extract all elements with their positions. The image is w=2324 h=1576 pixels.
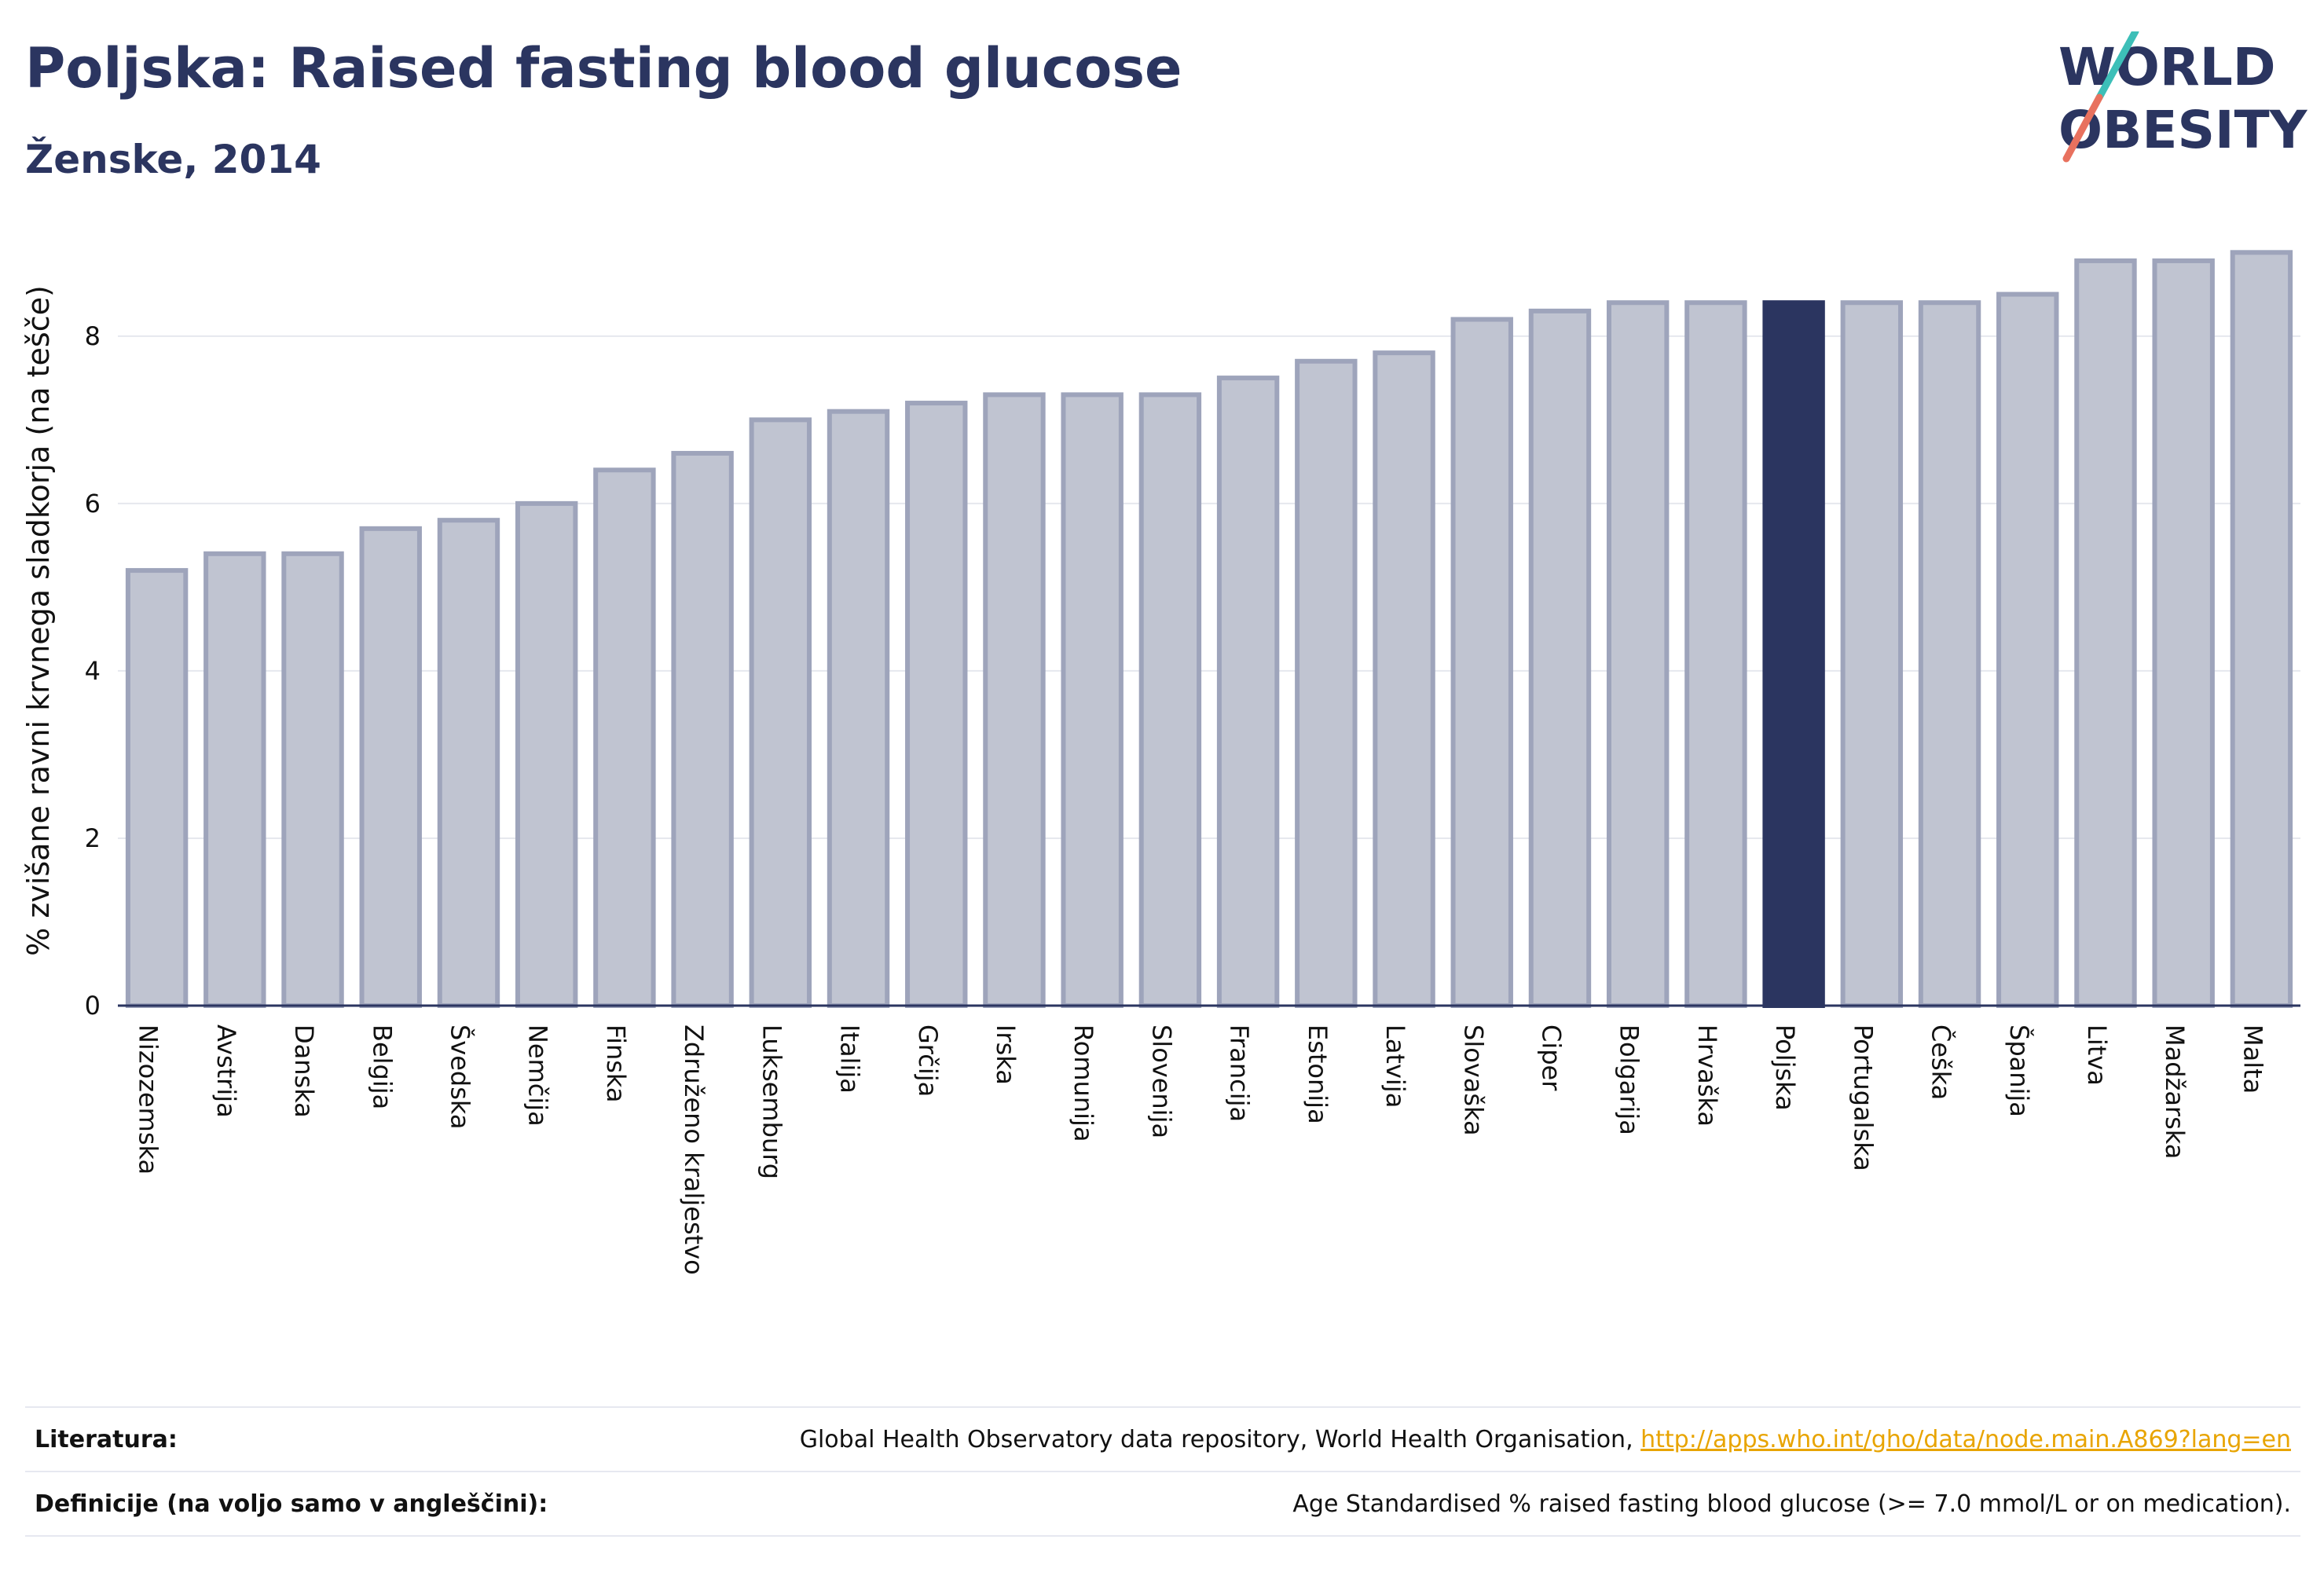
x-tick-label: Nemčija — [523, 1024, 553, 1127]
y-axis-label: % zvišane ravni krvnega sladkorja (na te… — [21, 285, 56, 956]
y-axis-ticks: 0 2 4 6 8 — [85, 321, 101, 1021]
y-tick-label: 6 — [85, 489, 101, 519]
x-tick-label: Litva — [2082, 1024, 2112, 1086]
x-axis-ticks: Nizozemska Avstrija Danska Belgija Švedska Ne… — [134, 1024, 2268, 1275]
logo-slash-coral — [2062, 93, 2103, 163]
x-tick-label: Malta — [2238, 1024, 2267, 1094]
x-tick-label: Romunija — [1069, 1024, 1098, 1142]
x-tick-label: Belgija — [367, 1024, 397, 1109]
x-tick-label: Slovenija — [1146, 1024, 1176, 1138]
x-tick-label: Danska — [289, 1024, 319, 1118]
page-title: Poljska: Raised fasting blood glucose — [25, 36, 1182, 101]
x-tick-label: Estonija — [1303, 1024, 1332, 1124]
bar — [2074, 258, 2137, 1008]
x-tick-label: Francija — [1225, 1024, 1255, 1122]
bar — [1918, 300, 1981, 1008]
references-link[interactable]: http://apps.who.int/gho/data/node.main.A… — [1640, 1425, 2291, 1453]
bar — [1216, 376, 1280, 1008]
x-tick-label: Luksemburg — [757, 1024, 786, 1179]
bar — [1684, 300, 1747, 1008]
references-text: Global Health Observatory data repositor… — [799, 1425, 1641, 1453]
y-tick-label: 4 — [85, 656, 101, 686]
bar — [905, 401, 968, 1008]
bar — [125, 568, 189, 1008]
x-tick-label: Grčija — [913, 1024, 943, 1097]
bar — [1373, 350, 1435, 1008]
logo-word-obesity: OBESITY — [2058, 100, 2308, 160]
definitions-text: Age Standardised % raised fasting blood … — [1292, 1490, 2291, 1518]
x-tick-label: Španija — [2004, 1024, 2035, 1117]
logo-word-world: WORLD — [2058, 37, 2276, 97]
references-value: Global Health Observatory data repositor… — [800, 1426, 2300, 1453]
bar-highlighted — [1762, 300, 1825, 1008]
x-tick-label: Združeno kraljestvo — [679, 1024, 709, 1275]
page-subtitle: Ženske, 2014 — [25, 137, 321, 182]
references-row: Literatura: Global Health Observatory da… — [25, 1406, 2300, 1471]
bar — [593, 467, 656, 1008]
definitions-row: Definicije (na voljo samo v angleščini):… — [25, 1471, 2300, 1537]
bar — [515, 500, 578, 1008]
references-label: Literatura: — [35, 1425, 178, 1453]
world-obesity-logo: WORLD OBESITY — [2058, 31, 2308, 163]
bar — [1528, 308, 1592, 1008]
bar — [749, 417, 812, 1008]
x-tick-label: Finska — [601, 1024, 631, 1103]
x-tick-label: Nizozemska — [134, 1024, 163, 1175]
x-tick-label: Irska — [991, 1024, 1021, 1085]
x-tick-label: Madžarska — [2160, 1024, 2190, 1159]
bar — [281, 551, 344, 1008]
x-tick-label: Italija — [835, 1024, 865, 1094]
bar — [983, 392, 1046, 1008]
bar — [671, 450, 734, 1008]
x-tick-label: Češka — [1926, 1024, 1957, 1100]
x-tick-label: Poljska — [1770, 1024, 1800, 1111]
x-tick-label: Ciper — [1536, 1024, 1566, 1091]
bar — [1606, 300, 1670, 1008]
x-tick-label: Hrvaška — [1692, 1024, 1722, 1127]
x-tick-label: Portugalska — [1848, 1024, 1878, 1171]
bar — [1996, 291, 2059, 1008]
bar — [359, 526, 422, 1008]
bar-chart: 0 2 4 6 8 Nizozemska Avstrija Danska Belgija Šve… — [21, 250, 2300, 1275]
bar — [437, 518, 500, 1008]
bar — [2230, 250, 2293, 1009]
y-tick-label: 8 — [85, 321, 101, 351]
x-tick-label: Slovaška — [1458, 1024, 1488, 1136]
bar — [1450, 317, 1513, 1008]
bar — [203, 551, 266, 1008]
bar — [1061, 392, 1124, 1008]
bars — [125, 250, 2293, 1009]
x-tick-label: Avstrija — [211, 1024, 241, 1118]
bar — [1840, 300, 1904, 1008]
bar — [1295, 358, 1358, 1009]
y-tick-label: 0 — [85, 991, 101, 1021]
bar — [827, 409, 890, 1008]
x-tick-label: Švedska — [445, 1024, 475, 1130]
x-tick-label: Latvija — [1380, 1024, 1410, 1108]
y-tick-label: 2 — [85, 823, 101, 853]
bar — [1138, 392, 1202, 1008]
bar — [2152, 258, 2215, 1008]
x-tick-label: Bolgarija — [1615, 1024, 1644, 1135]
logo-slash-teal — [2095, 31, 2139, 101]
definitions-label: Definicije (na voljo samo v angleščini): — [35, 1490, 548, 1518]
